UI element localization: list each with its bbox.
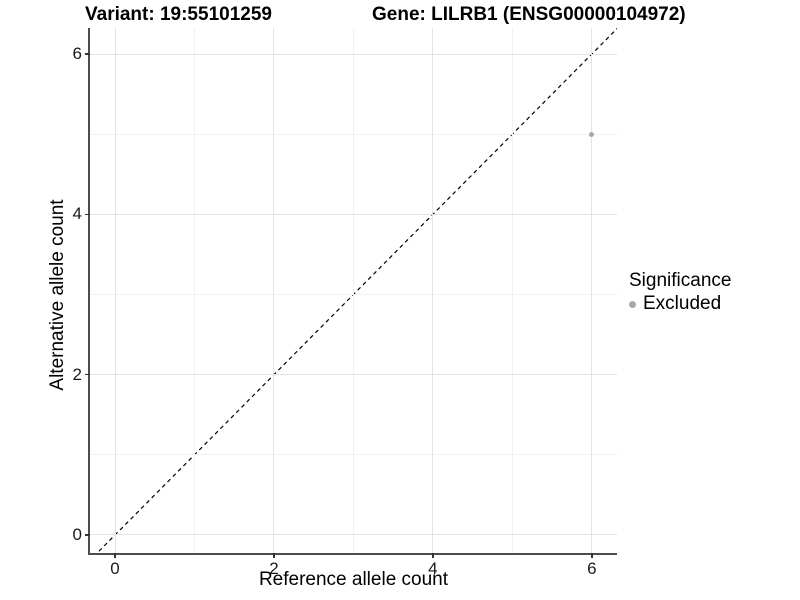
x-axis-title: Reference allele count [258, 569, 449, 590]
gridline-y-minor [90, 133, 617, 135]
x-tick-mark [591, 553, 593, 558]
x-tick-label: 4 [428, 559, 438, 578]
x-tick-label: 0 [110, 559, 120, 578]
x-tick-mark [114, 553, 116, 558]
data-point [589, 131, 595, 137]
gridline-x-minor [193, 28, 195, 553]
gridline-x-minor [352, 28, 354, 553]
y-tick-label: 2 [72, 364, 82, 384]
gridline-x-major [432, 28, 434, 553]
y-tick-mark [85, 213, 90, 216]
gridline-x-major [591, 28, 593, 553]
gridline-y-minor [90, 294, 617, 295]
gridline-y-major [90, 213, 617, 215]
gridline-x-major [114, 28, 116, 553]
gridline-y-minor [90, 454, 617, 456]
y-tick-label: 0 [72, 524, 82, 544]
legend-point-icon [629, 300, 636, 308]
gridline-y-major [90, 53, 617, 55]
x-tick-mark [432, 553, 434, 558]
x-tick-label: 6 [587, 559, 597, 578]
y-axis-line [88, 28, 90, 555]
legend-item-label: Excluded [643, 293, 722, 314]
plot-title: Variant: 19:55101259 Gene: LILRB1 (ENSG0… [0, 3, 800, 29]
gridline-y-major [90, 374, 617, 376]
plot-panel [90, 28, 617, 553]
gridline-x-minor [511, 28, 513, 553]
plot-title-variant: Variant: 19:55101259 [85, 4, 272, 25]
identity-reference-line [96, 28, 617, 553]
plot-title-gene: Gene: LILRB1 (ENSG00000104972) [372, 4, 686, 25]
y-tick-mark [85, 53, 90, 55]
legend-item-excluded: Excluded [629, 293, 731, 315]
y-tick-label: 6 [72, 44, 82, 64]
y-tick-label: 4 [72, 204, 82, 224]
legend: Significance Excluded [629, 270, 731, 315]
x-axis-line [88, 553, 617, 555]
x-tick-label: 2 [269, 559, 279, 578]
y-axis-title: Alternative allele count [47, 199, 68, 391]
gridline-x-major [273, 28, 275, 553]
gridline-y-major [90, 534, 617, 536]
y-tick-mark [85, 534, 90, 536]
legend-title: Significance [629, 270, 732, 291]
y-tick-mark [85, 373, 90, 376]
x-tick-mark [273, 553, 275, 558]
